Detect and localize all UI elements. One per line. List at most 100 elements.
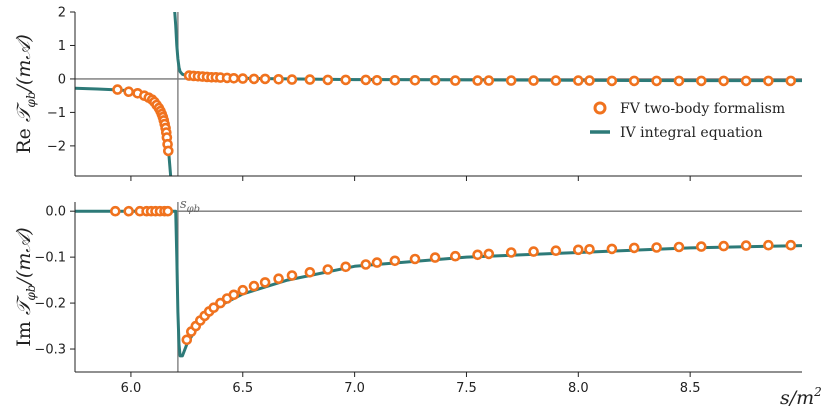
re-axes: [74, 12, 802, 181]
im-y-tick-label: −0.3: [34, 343, 66, 358]
re-y-tick-label: −2: [47, 139, 66, 154]
im-fv-point: [389, 255, 401, 267]
re-y-tick-label: −1: [47, 106, 66, 121]
im-fv-point: [181, 334, 193, 346]
im-iv-series-0: [75, 209, 802, 358]
legend: FV two-body formalism IV integral equati…: [590, 101, 785, 141]
im-fv-point: [528, 246, 539, 257]
im-fv-point: [695, 241, 707, 252]
im-fv-point: [740, 240, 752, 251]
im-fv-point: [606, 243, 618, 255]
im-fv-point: [123, 205, 134, 217]
re-fv-point: [123, 86, 134, 97]
im-fv-point: [785, 239, 797, 251]
re-y-tick-label: 1: [58, 39, 66, 54]
re-fv-point: [628, 75, 640, 87]
im-fv-point: [215, 297, 226, 309]
re-fv-point: [449, 75, 461, 86]
re-fv-point: [483, 75, 495, 86]
im-fv-markers: [110, 205, 797, 346]
x-tick-label: 8.0: [568, 381, 589, 396]
re-fv-point: [572, 75, 584, 86]
re-fv-point: [163, 145, 174, 157]
threshold-annotation: sφb: [180, 197, 200, 215]
re-reference-lines: [75, 12, 802, 176]
re-fv-point: [409, 75, 421, 86]
re-iv-line: [75, 12, 802, 176]
re-fv-point: [340, 74, 352, 86]
x-ticks: 6.0 6.5 7.0 7.5 8.0 8.5: [121, 381, 701, 396]
legend-fv-label: FV two-body formalism: [620, 101, 785, 117]
legend-fv-marker: [593, 101, 607, 115]
re-fv-markers: [112, 70, 797, 157]
legend-iv-label: IV integral equation: [620, 125, 763, 141]
im-fv-point: [110, 205, 121, 217]
im-fv-point: [340, 261, 352, 273]
re-fv-point: [286, 74, 298, 85]
im-fv-point: [505, 247, 517, 258]
re-fv-point: [472, 75, 483, 86]
im-axes: [74, 202, 802, 377]
im-fv-point: [584, 244, 595, 255]
re-fv-point: [695, 75, 707, 87]
im-fv-point: [409, 253, 421, 265]
im-fv-point: [208, 302, 219, 314]
im-panel: 0.0 −0.1 −0.2 −0.3 6.0 6.5 7.0 7.5 8.0 8.5 sφb I…: [13, 197, 822, 409]
re-fv-point: [740, 75, 752, 87]
im-iv-line: [75, 209, 802, 358]
im-fv-point: [286, 270, 298, 281]
re-fv-point: [429, 75, 441, 86]
x-tick-label: 8.5: [680, 381, 701, 396]
im-y-tick-label: −0.2: [34, 297, 66, 312]
im-fv-point: [429, 252, 441, 263]
im-fv-point: [472, 249, 483, 261]
im-fv-point: [322, 264, 334, 275]
re-fv-point: [248, 73, 260, 85]
im-fv-point: [673, 241, 685, 253]
re-fv-point: [360, 74, 372, 86]
re-fv-point: [228, 73, 240, 84]
im-fv-point: [259, 277, 271, 288]
re-fv-point: [505, 75, 517, 86]
im-fv-point: [572, 244, 584, 256]
re-fv-point: [718, 75, 730, 87]
re-fv-point: [371, 75, 383, 86]
re-fv-point: [673, 75, 685, 87]
re-fv-point: [584, 75, 595, 86]
im-fv-point: [304, 266, 316, 278]
re-fv-point: [237, 73, 249, 84]
im-fv-point: [651, 242, 662, 253]
im-reference-lines: [75, 202, 802, 372]
x-tick-label: 6.5: [232, 381, 253, 396]
im-fv-point: [237, 284, 249, 296]
re-fv-point: [322, 74, 334, 86]
im-y-ticks: 0.0 −0.1 −0.2 −0.3: [34, 205, 75, 358]
x-tick-label: 7.0: [344, 381, 365, 396]
re-fv-point: [112, 84, 123, 95]
re-fv-point: [389, 75, 401, 86]
im-fv-point: [371, 257, 383, 268]
re-fv-point: [606, 75, 618, 87]
re-fv-point: [528, 75, 539, 86]
im-fv-point: [483, 248, 495, 260]
im-y-tick-label: −0.1: [34, 251, 66, 266]
x-tick-label: 6.0: [121, 381, 142, 396]
im-fv-point: [248, 280, 260, 292]
re-panel: 2 1 0 −1 −2 Re 𝒯φb/(m𝒜): [13, 6, 802, 181]
im-fv-point: [162, 205, 174, 217]
im-fv-point: [718, 240, 730, 252]
re-y-ticks: 2 1 0 −1 −2: [47, 6, 75, 154]
re-y-tick-label: 2: [58, 6, 66, 21]
im-fv-point: [763, 239, 774, 251]
re-y-axis-label: Re 𝒯φb/(m𝒜): [13, 34, 38, 153]
im-fv-point: [550, 245, 562, 256]
re-fv-point: [763, 75, 774, 87]
im-fv-point: [273, 273, 284, 285]
im-fv-point: [360, 259, 372, 270]
re-iv-series-1: [173, 12, 802, 83]
im-y-tick-label: 0.0: [45, 205, 66, 220]
re-fv-point: [273, 74, 284, 85]
re-fv-point: [304, 74, 316, 85]
re-fv-point: [651, 75, 662, 87]
im-fv-point: [228, 289, 240, 301]
